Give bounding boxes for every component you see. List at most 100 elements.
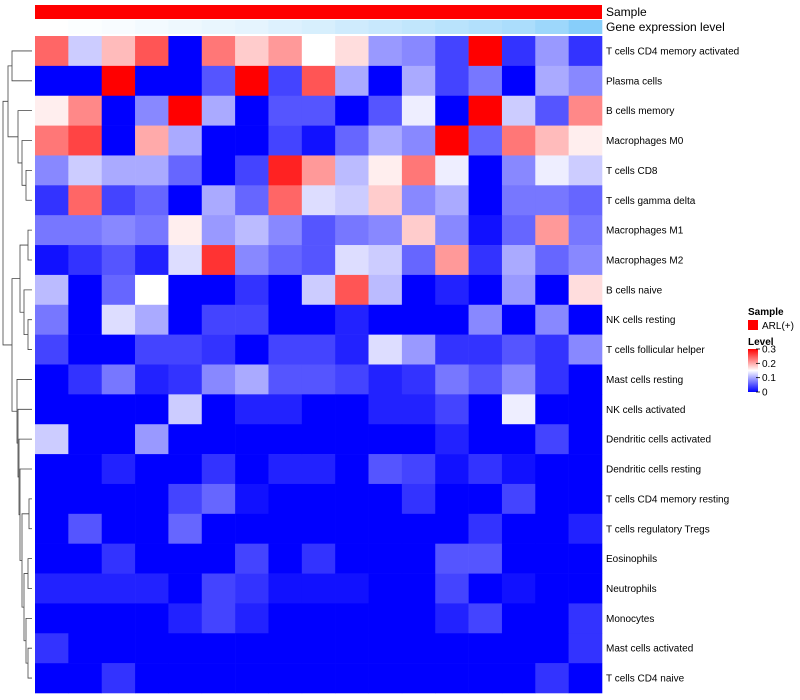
heatmap-cell: [135, 454, 169, 485]
row-label: NK cells resting: [606, 315, 675, 326]
row-label: T cells CD4 memory activated: [606, 46, 739, 57]
heatmap-cell: [568, 36, 603, 67]
heatmap-cell: [501, 633, 536, 664]
heatmap-cell: [501, 603, 536, 634]
heatmap-cell: [235, 65, 269, 97]
heatmap-cell: [368, 95, 403, 126]
heatmap-cell: [468, 95, 503, 126]
heatmap-cell: [501, 513, 536, 544]
heatmap-cell: [268, 334, 303, 365]
row-label: B cells memory: [606, 106, 674, 117]
heatmap-cell: [135, 543, 169, 574]
heatmap-cell: [35, 543, 69, 574]
heatmap-cell: [168, 334, 203, 365]
heatmap-cell: [335, 65, 369, 97]
heatmap-cell: [268, 274, 303, 306]
gene-expression-cell: [335, 20, 369, 34]
heatmap-cell: [501, 95, 536, 126]
heatmap-cell: [135, 633, 169, 664]
heatmap-cell: [401, 215, 436, 246]
heatmap-cell: [168, 663, 203, 694]
heatmap-cell: [201, 364, 236, 395]
heatmap-cell: [401, 364, 436, 395]
row-label: B cells naive: [606, 285, 663, 296]
gene-expression-cell: [301, 20, 336, 34]
heatmap-cell: [68, 95, 102, 126]
heatmap-cell: [68, 65, 102, 97]
heatmap-cell: [435, 454, 469, 485]
heatmap-cell: [368, 274, 403, 306]
heatmap-cell: [368, 334, 403, 365]
heatmap-cell: [168, 185, 203, 216]
heatmap-cell: [301, 364, 336, 395]
heatmap-cell: [435, 125, 469, 156]
heatmap-cell: [35, 36, 69, 67]
gene-expression-cell: [535, 20, 569, 34]
heatmap-cell: [435, 543, 469, 574]
heatmap-cell: [301, 663, 336, 694]
row-label: Neutrophils: [606, 584, 657, 595]
heatmap-cell: [201, 245, 236, 276]
heatmap-cell: [268, 543, 303, 574]
heatmap-cell: [401, 543, 436, 574]
heatmap-cell: [135, 364, 169, 395]
heatmap-cell: [368, 394, 403, 425]
heatmap-cell: [35, 633, 69, 664]
heatmap-cell: [468, 483, 503, 515]
heatmap-cell: [68, 215, 102, 246]
heatmap-cell: [368, 543, 403, 574]
heatmap-cell: [568, 334, 603, 365]
heatmap-cell: [468, 215, 503, 246]
heatmap-cell: [401, 125, 436, 156]
row-label: Macrophages M2: [606, 255, 684, 266]
heatmap-cell: [335, 603, 369, 634]
legend-level-tick-label: 0.2: [762, 359, 776, 370]
heatmap-cell: [201, 95, 236, 126]
heatmap-cell: [368, 663, 403, 694]
heatmap-cell: [68, 513, 102, 544]
heatmap-cell: [101, 155, 136, 186]
heatmap-cell: [301, 155, 336, 186]
heatmap-cell: [135, 334, 169, 365]
heatmap-cell: [568, 633, 603, 664]
heatmap-cell: [301, 394, 336, 425]
heatmap-cell: [568, 125, 603, 156]
legend-sample-label: ARL(+): [762, 321, 794, 332]
legend-level-tick-label: 0: [762, 388, 768, 399]
row-label: T cells regulatory Tregs: [606, 524, 710, 535]
heatmap-cell: [501, 215, 536, 246]
heatmap-cell: [235, 155, 269, 186]
heatmap-cell: [468, 603, 503, 634]
heatmap-cell: [235, 125, 269, 156]
heatmap-cell: [568, 573, 603, 604]
heatmap-cell: [235, 95, 269, 126]
heatmap-cell: [101, 36, 136, 67]
heatmap-cell: [468, 65, 503, 97]
heatmap-cell: [235, 513, 269, 544]
heatmap-cell: [535, 274, 569, 306]
heatmap-cell: [568, 394, 603, 425]
heatmap-cell: [235, 394, 269, 425]
heatmap-cell: [435, 245, 469, 276]
heatmap-cell: [168, 424, 203, 455]
heatmap-cell: [468, 36, 503, 67]
heatmap-cell: [501, 663, 536, 694]
heatmap-cell: [568, 364, 603, 395]
heatmap-cell: [468, 125, 503, 156]
heatmap-cell: [501, 394, 536, 425]
heatmap-cell: [35, 364, 69, 395]
heatmap-cell: [568, 603, 603, 634]
heatmap-cell: [268, 215, 303, 246]
heatmap-cell: [35, 155, 69, 186]
heatmap-cell: [101, 215, 136, 246]
heatmap-cell: [301, 36, 336, 67]
heatmap-cell: [135, 36, 169, 67]
heatmap-cell: [368, 185, 403, 216]
heatmap-cell: [101, 663, 136, 694]
heatmap-cell: [468, 245, 503, 276]
heatmap-cell: [301, 543, 336, 574]
heatmap-cell: [468, 364, 503, 395]
row-label: T cells CD8: [606, 166, 658, 177]
heatmap-cell: [435, 633, 469, 664]
